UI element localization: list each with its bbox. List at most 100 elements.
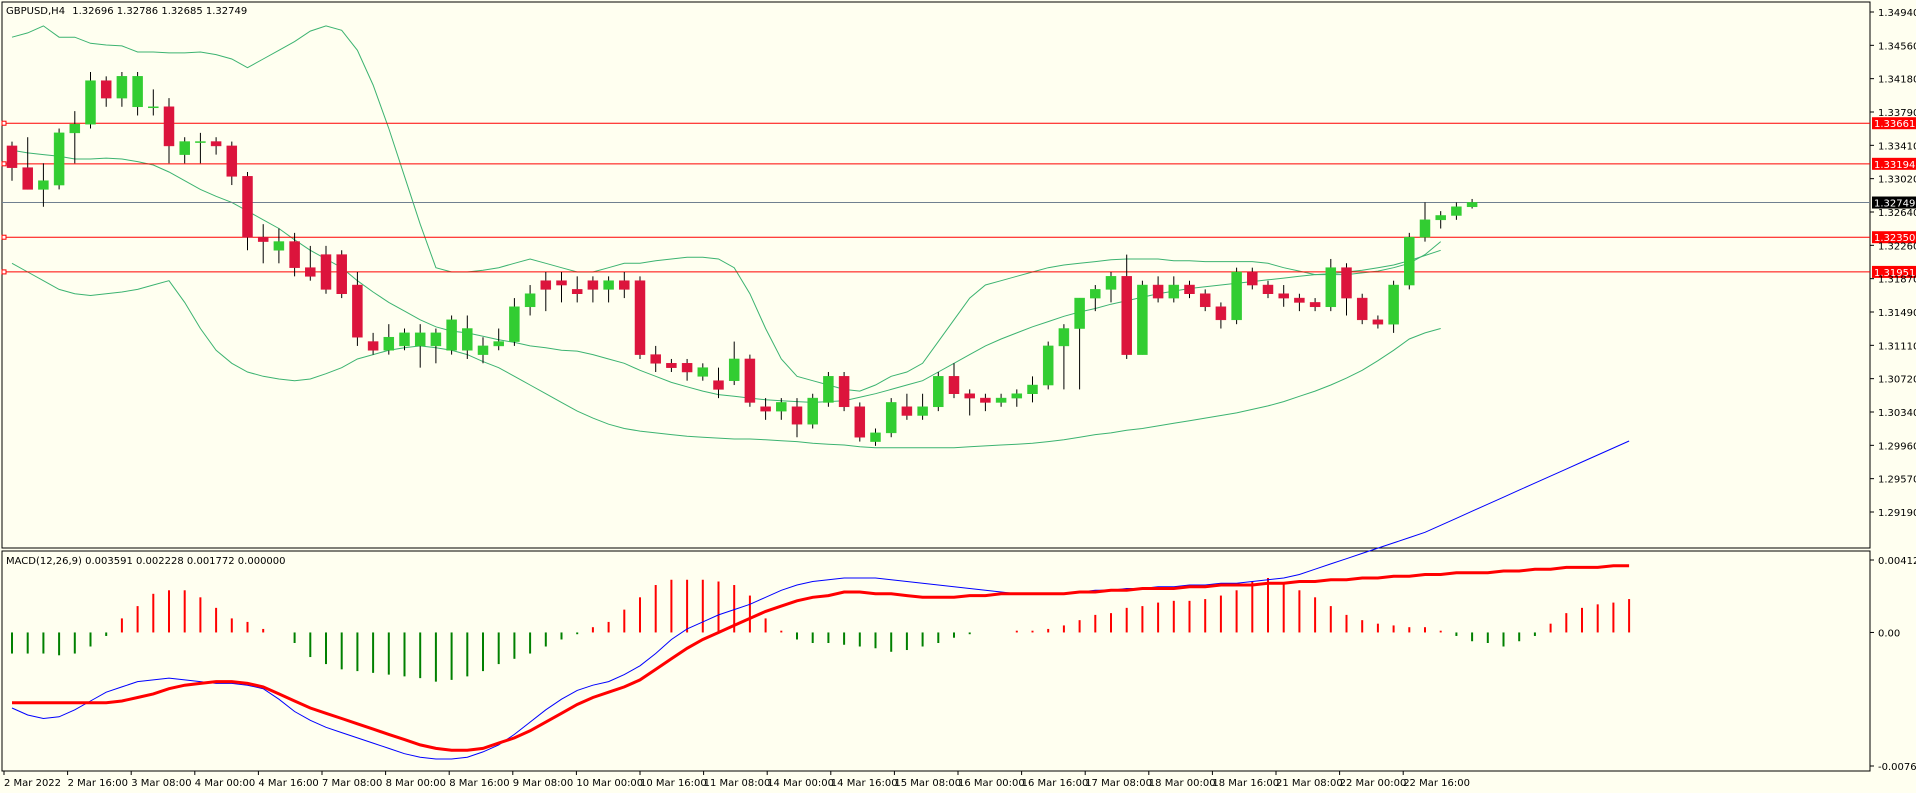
candle bbox=[587, 276, 599, 303]
bollinger-upper bbox=[11, 25, 1442, 392]
candle bbox=[1121, 254, 1132, 359]
symbol-label: GBPUSD,H4 1.32696 1.32786 1.32685 1.3274… bbox=[6, 6, 247, 17]
time-tick-label: 8 Mar 00:00 bbox=[386, 778, 446, 789]
candle bbox=[791, 398, 803, 438]
price-tick-label: 1.31870 bbox=[1878, 275, 1916, 286]
price-axis: 1.34940 1.34560 1.34180 1.33790 1.33410 1.330… bbox=[1870, 8, 1916, 519]
candle bbox=[53, 128, 65, 190]
candle-body bbox=[289, 241, 300, 268]
level-handle[interactable] bbox=[1, 120, 7, 126]
time-tick-label: 15 Mar 08:00 bbox=[894, 778, 961, 789]
time-tick-label: 10 Mar 16:00 bbox=[640, 778, 707, 789]
time-tick-label: 14 Mar 16:00 bbox=[831, 778, 898, 789]
candle bbox=[838, 372, 850, 412]
candle bbox=[634, 276, 646, 359]
candle bbox=[1215, 302, 1227, 329]
candle bbox=[681, 358, 693, 381]
candle bbox=[1074, 297, 1085, 390]
candle-body bbox=[352, 284, 363, 338]
macd-pane-frame bbox=[1, 550, 1871, 772]
time-tick-label: 2 Mar 16:00 bbox=[68, 778, 128, 789]
candle bbox=[524, 285, 536, 316]
candle-body bbox=[807, 397, 818, 425]
level-handle[interactable] bbox=[1, 161, 7, 167]
candle-body bbox=[163, 106, 175, 147]
candle-body bbox=[242, 176, 253, 238]
candle bbox=[1137, 280, 1148, 355]
time-tick-label: 11 Mar 08:00 bbox=[704, 778, 771, 789]
candle-body bbox=[53, 132, 65, 186]
candle bbox=[619, 272, 630, 299]
candle bbox=[493, 328, 504, 351]
time-tick-label: 16 Mar 16:00 bbox=[1022, 778, 1089, 789]
candle-body bbox=[38, 180, 49, 190]
level-handle[interactable] bbox=[1, 234, 7, 240]
candle-body bbox=[776, 402, 787, 412]
candle bbox=[744, 354, 756, 407]
candle bbox=[948, 363, 960, 399]
candle bbox=[1466, 198, 1478, 209]
candle bbox=[116, 72, 128, 107]
candle bbox=[1356, 293, 1368, 325]
candle bbox=[870, 428, 881, 446]
candle-body bbox=[666, 363, 677, 368]
time-tick-label: 3 Mar 08:00 bbox=[131, 778, 191, 789]
macd-label: MACD(12,26,9) 0.003591 0.002228 0.001772… bbox=[6, 556, 286, 567]
candle bbox=[352, 272, 363, 346]
candle-body bbox=[823, 376, 834, 403]
candle-body bbox=[414, 332, 426, 347]
candle bbox=[1419, 202, 1431, 242]
candle-body bbox=[1137, 284, 1148, 355]
candle-body bbox=[383, 336, 395, 351]
price-tick-label: 1.29570 bbox=[1878, 475, 1916, 486]
candle-body bbox=[524, 293, 536, 308]
candle bbox=[901, 393, 913, 420]
candle bbox=[1011, 389, 1023, 407]
candle-body bbox=[556, 280, 567, 286]
candle-body bbox=[1466, 202, 1478, 208]
candle bbox=[995, 393, 1007, 407]
candle-body bbox=[85, 80, 96, 125]
macd-tick-label: 0.00 bbox=[1878, 628, 1900, 639]
level-handle[interactable] bbox=[1, 269, 7, 275]
current-price-tag-bg bbox=[1872, 196, 1916, 209]
candle bbox=[273, 228, 285, 264]
candle-body bbox=[462, 328, 473, 351]
price-tick-label: 1.33410 bbox=[1878, 141, 1916, 152]
price-tick-label: 1.34180 bbox=[1878, 75, 1916, 86]
macd-axis: 0.004124 0.00 -0.007601 bbox=[1870, 556, 1916, 773]
candle bbox=[1184, 280, 1195, 299]
candle-body bbox=[1215, 306, 1227, 321]
candle bbox=[383, 324, 395, 355]
candle bbox=[414, 324, 426, 368]
candle-body bbox=[1419, 219, 1431, 238]
candle-body bbox=[6, 145, 18, 168]
candle bbox=[1042, 341, 1054, 390]
macd-pane[interactable]: MACD(12,26,9) 0.003591 0.002228 0.001772… bbox=[1, 440, 1871, 772]
candle-body bbox=[854, 406, 866, 438]
candle-body bbox=[22, 167, 33, 190]
candle bbox=[760, 398, 771, 420]
horizontal-levels[interactable]: 1.33661 1.33194 1.32350 1.31951 bbox=[1, 117, 1916, 279]
candle bbox=[807, 393, 818, 429]
candle bbox=[776, 398, 787, 420]
candle bbox=[697, 363, 709, 381]
candle-body bbox=[1451, 206, 1462, 216]
price-tick-label: 1.30340 bbox=[1878, 408, 1916, 419]
candle bbox=[430, 328, 442, 364]
candle-body bbox=[1105, 276, 1117, 290]
candle-body bbox=[917, 406, 928, 416]
level-tag-text: 1.33194 bbox=[1874, 160, 1915, 171]
time-tick-label: 9 Mar 08:00 bbox=[513, 778, 573, 789]
candle bbox=[179, 137, 190, 164]
price-tick-label: 1.33790 bbox=[1878, 108, 1916, 119]
candle-body bbox=[948, 376, 960, 394]
candle bbox=[477, 337, 489, 364]
price-tick-label: 1.30720 bbox=[1878, 375, 1916, 386]
price-tick-label: 1.29960 bbox=[1878, 441, 1916, 452]
price-tick-label: 1.33020 bbox=[1878, 175, 1916, 186]
price-tick-label: 1.34560 bbox=[1878, 41, 1916, 52]
level-tag-bg bbox=[1872, 157, 1916, 170]
price-pane[interactable]: 1.33661 1.33194 1.32350 1.31951 GBPUSD,H4 1… bbox=[1, 1, 1916, 549]
time-tick-label: 22 Mar 16:00 bbox=[1403, 778, 1470, 789]
